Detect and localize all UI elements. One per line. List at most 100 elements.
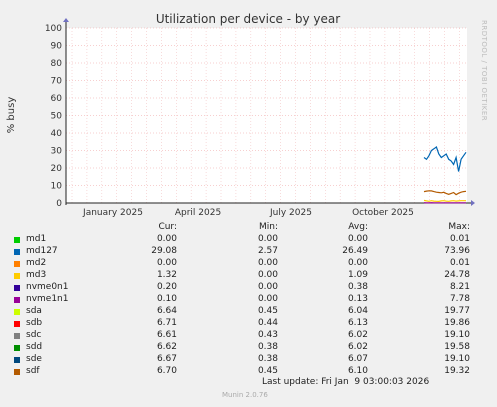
- legend-avg: 6.04: [347, 306, 368, 316]
- chart-canvas: 0 10 20 30 40 50 60 70 80 90 100 January 2025 April …: [6, 12, 475, 218]
- x-tick-label: July 2025: [269, 208, 312, 218]
- legend-row: md3 1.32 0.00 1.09 24.78: [0, 270, 497, 282]
- legend-swatch: [14, 285, 20, 291]
- legend-swatch: [14, 357, 20, 363]
- legend-device-name: sde: [26, 354, 42, 364]
- y-tick-label: 50: [51, 112, 63, 122]
- legend-max: 19.10: [444, 354, 470, 364]
- legend-max: 7.78: [449, 294, 470, 304]
- legend-cur: 6.61: [156, 330, 177, 340]
- legend-row: md127 29.08 2.57 26.49 73.96: [0, 246, 497, 258]
- legend-min: 0.44: [257, 318, 278, 328]
- legend-device-name: sda: [26, 306, 42, 316]
- legend-min: 0.38: [257, 342, 278, 352]
- legend-min: 0.00: [257, 270, 278, 280]
- legend-device-name: sdd: [26, 342, 43, 352]
- munin-version: Munin 2.0.76: [222, 391, 268, 399]
- legend-avg: 0.00: [347, 258, 368, 268]
- y-tick-label: 80: [51, 59, 63, 69]
- last-update: Last update: Fri Jan 9 03:00:03 2026: [262, 377, 430, 387]
- legend-device-name: nvme0n1: [26, 282, 69, 292]
- legend-device-name: md127: [26, 246, 58, 256]
- legend-device-name: md2: [26, 258, 47, 268]
- legend-row: sda 6.64 0.45 6.04 19.77: [0, 306, 497, 318]
- legend-swatch: [14, 297, 20, 303]
- legend-device-name: nvme1n1: [26, 294, 69, 304]
- y-tick-label: 100: [45, 24, 62, 34]
- legend-min: 0.00: [257, 258, 278, 268]
- legend-row: sdb 6.71 0.44 6.13 19.86: [0, 318, 497, 330]
- series-line-md3: [423, 199, 466, 203]
- legend-cur: 6.64: [156, 306, 177, 316]
- y-tick-label: 30: [51, 147, 63, 157]
- legend-min: 0.38: [257, 354, 278, 364]
- legend-device-name: sdc: [26, 330, 42, 340]
- legend-cur: 6.71: [156, 318, 177, 328]
- legend-max: 73.96: [444, 246, 470, 256]
- legend-min: 0.43: [257, 330, 278, 340]
- legend-row: sdc 6.61 0.43 6.02 19.10: [0, 330, 497, 342]
- legend-swatch: [14, 345, 20, 351]
- legend-cur: 0.20: [156, 282, 177, 292]
- legend-device-name: sdf: [26, 366, 40, 376]
- legend-device-name: sdb: [26, 318, 43, 328]
- y-tick-label: 70: [51, 77, 63, 87]
- x-axis-arrow: [471, 200, 475, 206]
- x-tick-label: January 2025: [82, 208, 143, 218]
- legend-swatch: [14, 261, 20, 267]
- legend-min: 0.00: [257, 234, 278, 244]
- legend-cur: 29.08: [151, 246, 177, 256]
- header-min: Min:: [258, 222, 278, 232]
- y-tick-label: 60: [51, 94, 63, 104]
- legend-max: 19.86: [444, 318, 470, 328]
- legend-avg: 6.10: [347, 366, 368, 376]
- legend-row: nvme1n1 0.10 0.00 0.13 7.78: [0, 294, 497, 306]
- legend-row: sdf 6.70 0.45 6.10 19.32: [0, 366, 497, 378]
- legend-row: md1 0.00 0.00 0.00 0.01: [0, 234, 497, 246]
- x-tick-label: October 2025: [352, 208, 414, 218]
- legend-swatch: [14, 273, 20, 279]
- legend-avg: 1.09: [347, 270, 368, 280]
- legend-avg: 6.02: [347, 330, 368, 340]
- legend-avg: 26.49: [342, 246, 368, 256]
- y-tick-label: 90: [51, 42, 63, 52]
- legend-max: 19.32: [444, 366, 470, 376]
- legend-header: Cur: Min: Avg: Max:: [0, 222, 497, 234]
- y-axis-label: % busy: [6, 97, 17, 134]
- y-tick-label: 10: [51, 182, 63, 192]
- legend-min: 0.45: [257, 306, 278, 316]
- y-tick-label: 20: [51, 164, 63, 174]
- legend-max: 0.01: [449, 258, 470, 268]
- legend-max: 19.77: [444, 306, 470, 316]
- legend-device-name: md3: [26, 270, 47, 280]
- legend-avg: 0.00: [347, 234, 368, 244]
- legend-cur: 6.62: [156, 342, 177, 352]
- legend-max: 8.21: [449, 282, 470, 292]
- x-tick-label: April 2025: [175, 208, 221, 218]
- legend-max: 24.78: [444, 270, 470, 280]
- legend-avg: 6.07: [347, 354, 368, 364]
- legend-avg: 6.02: [347, 342, 368, 352]
- header-cur: Cur:: [158, 222, 177, 232]
- chart-title: Utilization per device - by year: [156, 12, 340, 26]
- y-axis-arrow: [63, 18, 69, 22]
- legend-swatch: [14, 321, 20, 327]
- y-tick-label: 40: [51, 129, 63, 139]
- legend-min: 0.45: [257, 366, 278, 376]
- legend-swatch: [14, 369, 20, 375]
- legend-row: sde 6.67 0.38 6.07 19.10: [0, 354, 497, 366]
- legend-max: 0.01: [449, 234, 470, 244]
- legend-device-name: md1: [26, 234, 47, 244]
- legend-cur: 6.70: [156, 366, 177, 376]
- legend-swatch: [14, 237, 20, 243]
- legend-cur: 0.10: [156, 294, 177, 304]
- legend-row: sdd 6.62 0.38 6.02 19.58: [0, 342, 497, 354]
- legend-min: 0.00: [257, 294, 278, 304]
- legend-cur: 1.32: [156, 270, 177, 280]
- rrdtool-credit: RRDTOOL / TOBI OETIKER: [480, 20, 488, 122]
- legend-max: 19.10: [444, 330, 470, 340]
- legend-swatch: [14, 249, 20, 255]
- legend-avg: 0.13: [347, 294, 368, 304]
- legend-cur: 0.00: [156, 234, 177, 244]
- legend-min: 0.00: [257, 282, 278, 292]
